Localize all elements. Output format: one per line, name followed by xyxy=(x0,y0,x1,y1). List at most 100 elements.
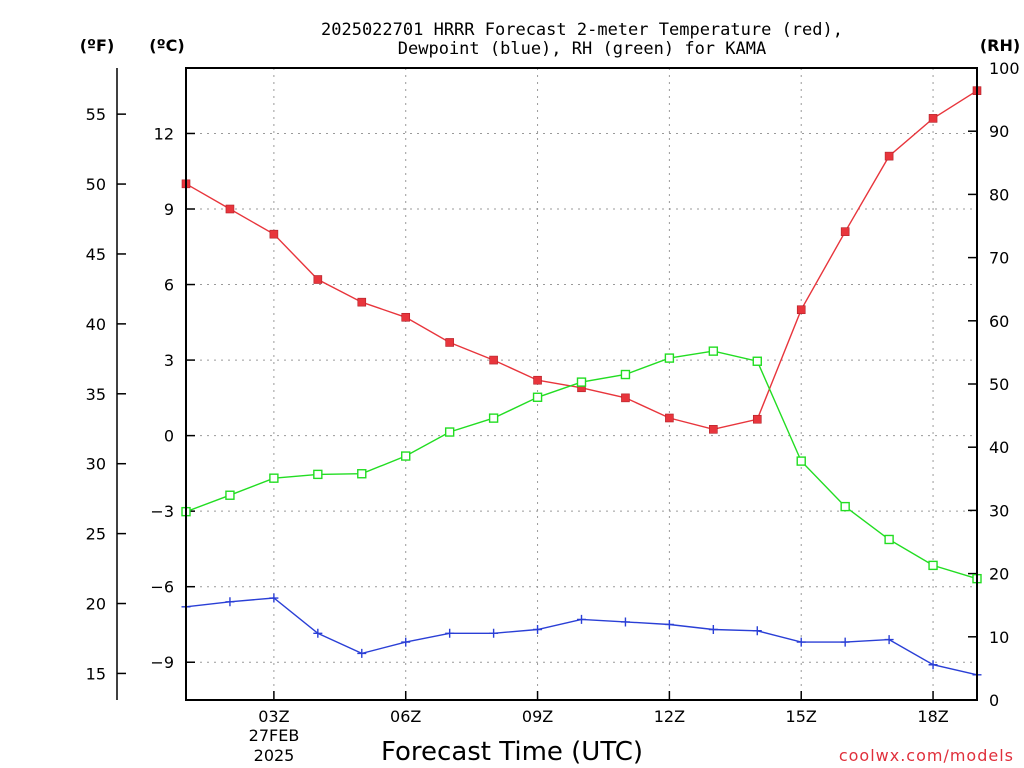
data-point xyxy=(533,375,542,385)
x-axis-title: Forecast Time (UTC) xyxy=(381,737,643,767)
fahrenheit-tick-label: 15 xyxy=(86,664,106,683)
fahrenheit-axis-label: (ºF) xyxy=(80,36,115,55)
data-point xyxy=(884,151,894,161)
celsius-axis-label: (ºC) xyxy=(149,36,184,55)
data-point xyxy=(401,451,411,461)
data-point xyxy=(752,626,762,636)
fahrenheit-tick-label: 20 xyxy=(86,595,106,614)
fahrenheit-tick-label: 35 xyxy=(86,385,106,404)
rh-tick-label: 60 xyxy=(989,312,1009,331)
rh-tick-label: 100 xyxy=(989,59,1020,78)
fahrenheit-axis: 15 20 25 30 35 40 45 50 55 xyxy=(86,68,126,700)
series-line xyxy=(185,597,978,676)
data-point xyxy=(357,469,367,479)
rh-tick-label: 10 xyxy=(989,628,1009,647)
fahrenheit-tick-label: 25 xyxy=(86,525,106,544)
rh-tick-label: 20 xyxy=(989,565,1009,584)
fahrenheit-tick-label: 55 xyxy=(86,105,106,124)
data-point xyxy=(620,369,631,380)
data-point xyxy=(576,377,587,387)
celsius-axis: −9 −6 −3 0 3 6 9 12 xyxy=(150,124,195,672)
celsius-tick-label: 9 xyxy=(164,200,174,219)
celsius-tick-label: −6 xyxy=(150,578,174,597)
series xyxy=(181,86,982,680)
data-point xyxy=(708,624,718,634)
data-point xyxy=(621,393,630,403)
data-point xyxy=(752,356,762,366)
rh-tick-label: 40 xyxy=(989,438,1009,457)
data-point xyxy=(840,227,850,236)
data-point xyxy=(796,305,806,315)
data-point xyxy=(796,637,806,647)
celsius-tick-label: 6 xyxy=(164,276,174,295)
data-point xyxy=(225,490,235,500)
data-point xyxy=(269,229,279,239)
data-point xyxy=(928,114,938,123)
celsius-tick-label: 3 xyxy=(164,351,174,370)
data-point xyxy=(225,204,235,214)
x-tick-label: 06Z xyxy=(390,707,421,726)
rh-axis-label: (RH) xyxy=(980,36,1020,55)
data-point xyxy=(884,534,894,545)
celsius-tick-label: −3 xyxy=(150,502,174,521)
fahrenheit-tick-label: 50 xyxy=(86,175,106,194)
data-point xyxy=(709,425,718,434)
series-1 xyxy=(181,593,982,680)
series-2 xyxy=(181,346,982,584)
x-tick-label: 18Z xyxy=(917,707,948,726)
x-axis: 03Z 06Z 09Z 12Z 15Z 18Z xyxy=(258,691,949,726)
title: 2025022701 HRRR Forecast 2-meter Tempera… xyxy=(321,20,843,59)
celsius-tick-label: 0 xyxy=(164,427,174,446)
data-point xyxy=(225,597,235,607)
x-tick-label: 12Z xyxy=(654,707,685,726)
x-tick-label: 03Z xyxy=(258,707,289,726)
plot-frame xyxy=(185,67,978,701)
data-point xyxy=(884,635,894,645)
data-point xyxy=(796,456,806,466)
data-point xyxy=(313,628,323,638)
x-tick-label: 15Z xyxy=(786,707,817,726)
data-point xyxy=(664,619,674,629)
celsius-tick-label: −9 xyxy=(150,653,174,672)
data-point xyxy=(444,427,455,437)
data-point xyxy=(445,338,454,347)
title-line-1: 2025022701 HRRR Forecast 2-meter Tempera… xyxy=(321,20,843,40)
date-label-year: 2025 xyxy=(254,746,295,765)
data-point xyxy=(577,614,586,624)
rh-tick-label: 30 xyxy=(989,501,1009,520)
rh-tick-label: 70 xyxy=(989,249,1009,268)
data-point xyxy=(928,660,938,670)
rh-tick-label: 50 xyxy=(989,375,1009,394)
fahrenheit-tick-label: 30 xyxy=(86,455,106,474)
data-point xyxy=(665,413,674,423)
x-tick-label: 09Z xyxy=(522,707,553,726)
date-label-day: 27FEB xyxy=(249,726,300,745)
data-point xyxy=(357,297,367,307)
rh-tick-label: 90 xyxy=(989,122,1009,141)
data-point xyxy=(489,355,498,365)
data-point xyxy=(840,501,850,512)
credit-text[interactable]: coolwx.com/models xyxy=(839,746,1014,765)
data-point xyxy=(840,637,850,647)
data-point xyxy=(357,648,367,658)
data-point xyxy=(269,473,279,483)
rh-tick-label: 80 xyxy=(989,185,1009,204)
data-point xyxy=(533,624,543,634)
data-point xyxy=(401,312,411,322)
data-point xyxy=(752,414,762,424)
title-line-2: Dewpoint (blue), RH (green) for KAMA xyxy=(398,39,766,59)
fahrenheit-tick-label: 45 xyxy=(86,245,106,264)
data-point xyxy=(488,413,499,423)
rh-tick-label: 0 xyxy=(989,691,999,710)
rh-axis: 0 10 20 30 40 50 60 70 80 90 100 xyxy=(968,59,1020,710)
data-point xyxy=(313,275,323,284)
celsius-tick-label: 12 xyxy=(154,124,174,143)
fahrenheit-tick-label: 40 xyxy=(86,315,106,334)
data-point xyxy=(313,469,323,480)
data-point xyxy=(489,628,499,638)
data-point xyxy=(445,628,455,638)
data-point xyxy=(620,617,630,627)
data-point xyxy=(708,346,719,356)
data-point xyxy=(532,392,543,402)
